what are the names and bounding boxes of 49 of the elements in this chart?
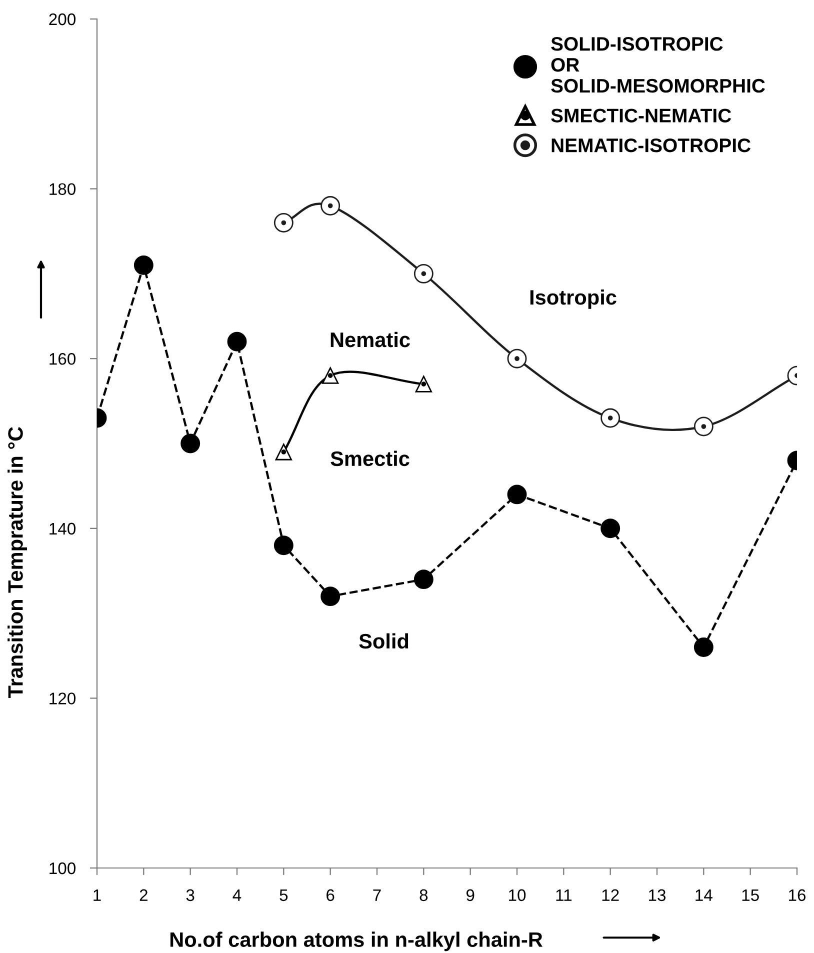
x-tick-label: 10 [509,889,526,902]
y-tick-label: 100 [50,862,76,874]
point [274,536,294,556]
x-tick-label: 3 [186,889,194,902]
point [507,484,527,504]
x-axis-title: No.of carbon atoms in n-alkyl chain-R [170,932,543,952]
legend-label: SOLID-ISOTROPIC OR SOLID-MESOMORPHIC [551,37,765,93]
x-tick-label: 1 [94,889,101,901]
x-tick-label: 9 [466,889,474,902]
x-tick-label: 8 [420,889,428,902]
x-tick-label: 13 [649,889,666,902]
x-tick-label: 7 [373,889,381,901]
legend-label: SMECTIC-NEMATIC [551,108,732,122]
point [415,376,432,392]
point [694,416,714,436]
point [414,264,434,284]
y-tick-label: 160 [50,353,76,365]
y-tick-label: 140 [50,522,76,535]
point [274,213,294,232]
point [322,367,339,384]
x-tick-label: 11 [556,889,572,901]
annotation: Solid [359,633,408,649]
point [227,332,247,352]
point [180,434,200,454]
x-tick-label: 6 [326,889,334,902]
y-tick-label: 180 [50,183,76,196]
point [320,586,340,606]
annotation: Isotropic [530,289,616,309]
x-tick-label: 5 [280,889,288,902]
y-tick-label: 120 [50,692,76,704]
annotation: Nematic [330,332,410,348]
point [694,638,714,657]
x-tick-label: 15 [742,889,759,902]
point [320,196,340,216]
point [600,408,620,428]
point [275,444,292,460]
point [507,348,527,368]
annotation: Smectic [330,450,410,466]
point [600,518,620,538]
x-tick-label: 16 [789,889,806,902]
legend-label: NEMATIC-ISOTROPIC [552,138,751,152]
point [414,570,434,590]
x-tick-label: 2 [140,889,148,901]
y-tick-label: 200 [49,13,76,26]
x-tick-label: 14 [696,889,712,901]
x-tick-label: 12 [602,889,619,901]
point [134,255,154,275]
y-axis-title: Transition Temprature in °C [8,426,27,698]
x-tick-label: 4 [232,889,242,901]
